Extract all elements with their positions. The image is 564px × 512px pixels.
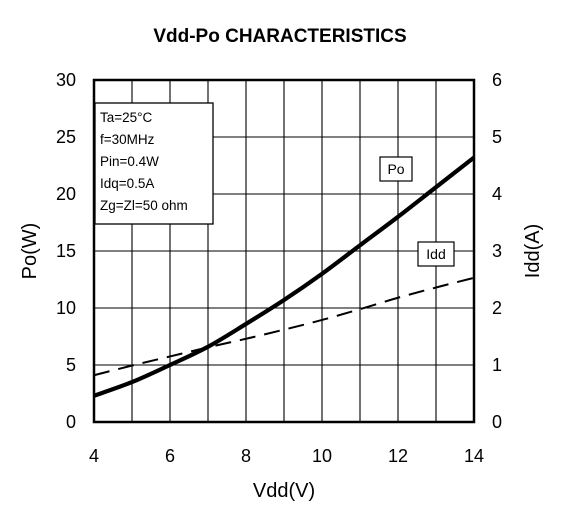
y2-tick-label: 0 — [492, 412, 502, 432]
x-tick-label: 14 — [464, 446, 484, 466]
condition-ta: Ta=25°C — [100, 110, 153, 125]
conditions-frame — [94, 102, 214, 225]
x-tick-label: 4 — [89, 446, 99, 466]
series-layer — [93, 155, 476, 398]
x-tick-label: 10 — [312, 446, 332, 466]
po-tag-frame — [379, 156, 413, 182]
y-tick-label: 15 — [56, 241, 76, 261]
idd-tag-frame — [417, 241, 455, 267]
condition-pin: Pin=0.4W — [100, 154, 159, 169]
series-line-po — [93, 155, 476, 398]
po-tag-label: Po — [387, 161, 404, 177]
y2-tick-label: 6 — [492, 70, 502, 90]
y-tick-label: 30 — [56, 70, 76, 90]
y-axis-label: Po(W) — [19, 223, 41, 280]
y2-tick-label: 2 — [492, 298, 502, 318]
condition-idq: Idq=0.5A — [100, 176, 154, 191]
x-axis-label: Vdd(V) — [253, 480, 315, 502]
y-tick-label: 25 — [56, 127, 76, 147]
idd-tag: Idd — [417, 241, 455, 267]
y2-tick-label: 1 — [492, 355, 502, 375]
y2-tick-label: 5 — [492, 127, 502, 147]
plot-frame — [92, 78, 476, 424]
y-tick-label: 20 — [56, 184, 76, 204]
condition-freq: f=30MHz — [100, 132, 155, 147]
conditions-box: Ta=25°C f=30MHz Pin=0.4W Idq=0.5A Zg=Zl=… — [94, 102, 214, 225]
x-tick-label: 6 — [165, 446, 175, 466]
x-tick-label: 12 — [388, 446, 408, 466]
condition-impedance: Zg=Zl=50 ohm — [100, 198, 188, 213]
chart-title: Vdd-Po CHARACTERISTICS — [153, 26, 406, 47]
y2-tick-label: 4 — [492, 184, 502, 204]
x-tick-label: 8 — [241, 446, 251, 466]
grid — [94, 80, 474, 422]
y2-tick-label: 3 — [492, 241, 502, 261]
po-tag: Po — [379, 156, 413, 182]
y-tick-label: 0 — [66, 412, 76, 432]
y-tick-label: 10 — [56, 298, 76, 318]
idd-tag-label: Idd — [426, 246, 445, 262]
y-tick-label: 5 — [66, 355, 76, 375]
y2-axis-label: Idd(A) — [522, 224, 544, 278]
series-line-idd — [93, 276, 475, 377]
